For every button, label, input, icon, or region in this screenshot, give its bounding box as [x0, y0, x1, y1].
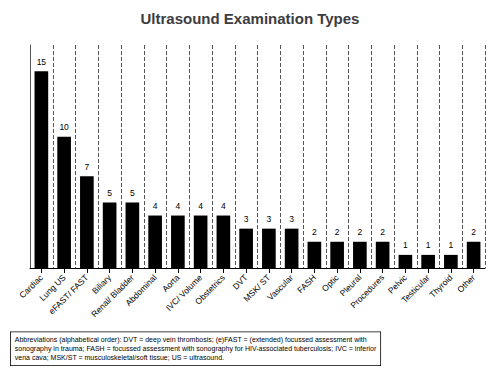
svg-text:1: 1: [426, 240, 431, 250]
svg-text:2: 2: [358, 227, 363, 237]
svg-text:Pleural: Pleural: [337, 272, 364, 299]
svg-text:Vascular: Vascular: [265, 272, 295, 302]
svg-text:Lung US: Lung US: [37, 272, 68, 303]
svg-text:Abdominal: Abdominal: [123, 272, 159, 308]
svg-text:3: 3: [244, 214, 249, 224]
svg-text:MSK/ ST: MSK/ ST: [241, 272, 273, 304]
svg-text:Procedures: Procedures: [348, 272, 386, 310]
svg-text:Obstetrics: Obstetrics: [193, 272, 227, 306]
svg-text:3: 3: [267, 214, 272, 224]
svg-text:Thyroid: Thyroid: [427, 272, 454, 299]
svg-text:Other: Other: [455, 272, 477, 294]
svg-text:Pelvic: Pelvic: [385, 272, 409, 296]
svg-text:Renal/ Bladder: Renal/ Bladder: [89, 272, 136, 320]
svg-text:5: 5: [107, 188, 112, 198]
svg-text:7: 7: [85, 162, 90, 172]
svg-text:Biliary: Biliary: [89, 272, 114, 296]
svg-text:4: 4: [221, 201, 226, 211]
svg-text:FASH: FASH: [295, 272, 318, 295]
svg-text:Testicular: Testicular: [399, 272, 432, 305]
svg-text:4: 4: [153, 201, 158, 211]
svg-text:Cardiac: Cardiac: [17, 272, 45, 301]
svg-text:15: 15: [37, 57, 47, 67]
svg-text:eFAST/ FAST: eFAST/ FAST: [47, 272, 91, 316]
svg-text:DVT: DVT: [231, 272, 250, 291]
svg-text:IVC/ Volume: IVC/ Volume: [164, 272, 205, 313]
svg-text:sonography in trauma; FASH = f: sonography in trauma; FASH = focussed as…: [15, 345, 377, 353]
svg-text:Aorta: Aorta: [160, 272, 182, 294]
svg-text:2: 2: [335, 227, 340, 237]
svg-text:2: 2: [380, 227, 385, 237]
svg-text:5: 5: [130, 188, 135, 198]
svg-text:2: 2: [312, 227, 317, 237]
svg-text:Abbreviations (alphabetical or: Abbreviations (alphabetical order): DVT …: [15, 336, 367, 344]
svg-text:4: 4: [176, 201, 181, 211]
svg-text:1: 1: [403, 240, 408, 250]
svg-text:3: 3: [289, 214, 294, 224]
svg-text:Ultrasound Examination Types: Ultrasound Examination Types: [141, 10, 360, 27]
svg-text:10: 10: [59, 122, 69, 132]
svg-text:2: 2: [471, 227, 476, 237]
svg-text:4: 4: [198, 201, 203, 211]
svg-text:Optic: Optic: [319, 272, 341, 294]
svg-text:vena cava; MSK/ST = musculoske: vena cava; MSK/ST = musculoskeletal/soft…: [15, 354, 224, 361]
svg-text:1: 1: [449, 240, 454, 250]
